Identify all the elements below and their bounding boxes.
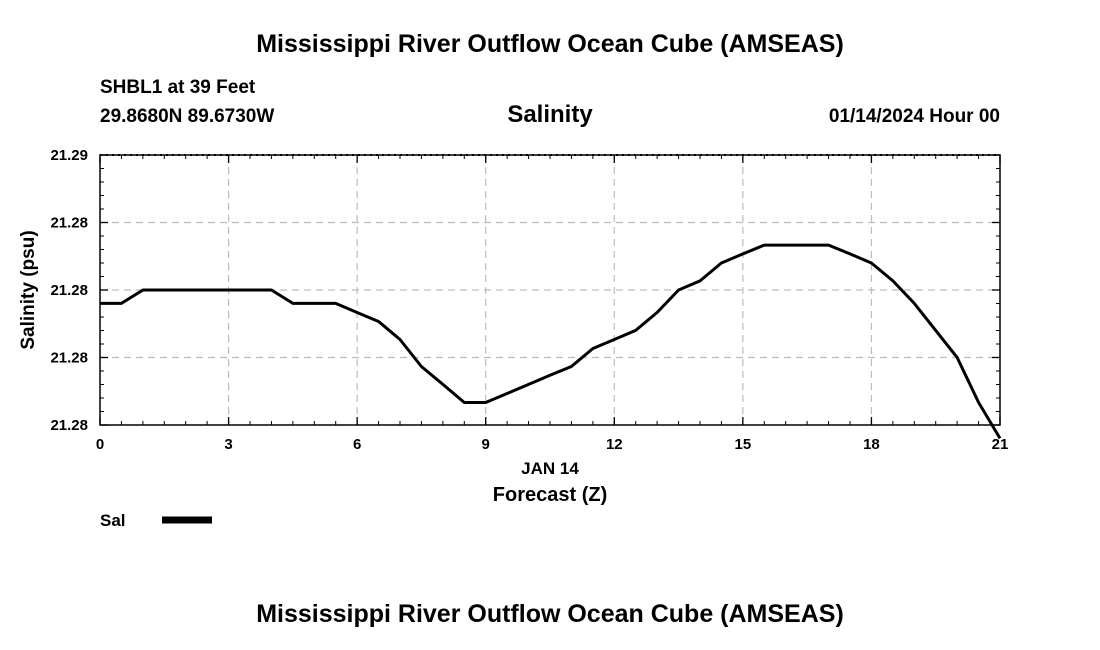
- y-tick-label: 21.28: [50, 417, 88, 434]
- x-tick-label: 12: [606, 436, 623, 453]
- y-tick-labels: 21.28 21.28 21.28 21.28 21.29: [50, 147, 88, 434]
- x-tick-label: 9: [482, 436, 490, 453]
- y-tick-label: 21.28: [50, 350, 88, 367]
- x-tick-labels: 0 3 6 9 12 15 18 21: [96, 436, 1009, 453]
- major-ticks: [99, 154, 1001, 426]
- x-tick-label: 3: [224, 436, 232, 453]
- x-axis-date-label: JAN 14: [521, 459, 579, 478]
- y-tick-label: 21.28: [50, 282, 88, 299]
- page-title: Mississippi River Outflow Ocean Cube (AM…: [256, 30, 844, 58]
- station-label: SHBL1 at 39 Feet: [100, 77, 256, 98]
- y-tick-label: 21.29: [50, 147, 88, 164]
- x-tick-label: 18: [863, 436, 880, 453]
- legend-label-sal: Sal: [100, 511, 126, 530]
- y-axis-label: Salinity (psu): [18, 230, 39, 349]
- x-tick-label: 21: [992, 436, 1009, 453]
- station-coordinates: 29.8680N 89.6730W: [100, 106, 275, 127]
- chart-title: Salinity: [507, 101, 593, 128]
- forecast-datetime: 01/14/2024 Hour 00: [828, 106, 1000, 127]
- y-tick-label: 21.28: [50, 215, 88, 232]
- series-line-sal: [100, 243, 1002, 440]
- footer-title: Mississippi River Outflow Ocean Cube (AM…: [256, 600, 844, 628]
- x-tick-label: 0: [96, 436, 104, 453]
- x-tick-label: 15: [735, 436, 752, 453]
- x-tick-label: 6: [353, 436, 361, 453]
- x-axis-label: Forecast (Z): [493, 484, 607, 506]
